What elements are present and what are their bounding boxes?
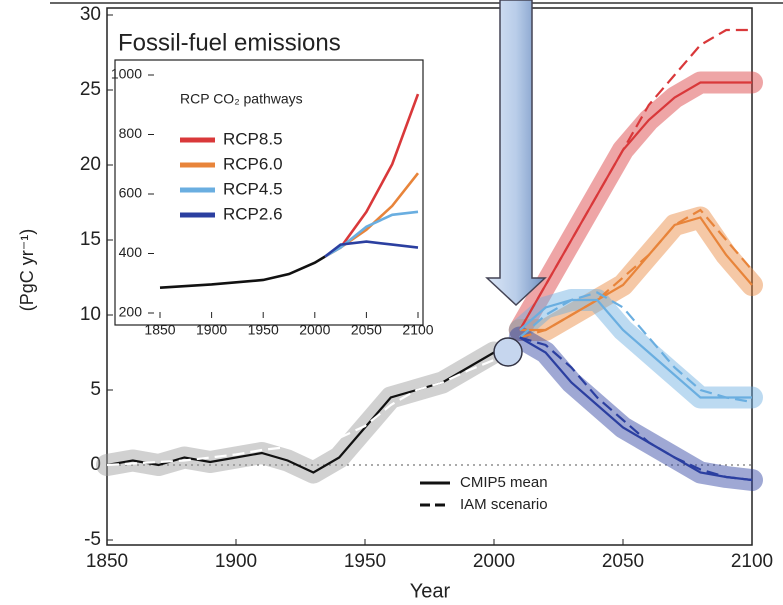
y-axis-label: (PgC yr⁻¹) (17, 229, 37, 312)
legend-label: RCP6.0 (223, 154, 283, 173)
x-tick-label: 2100 (731, 551, 773, 572)
x-tick-label: 1850 (144, 321, 175, 337)
series-line (324, 240, 419, 258)
series-line (519, 298, 752, 399)
y-tick-label: 0 (90, 454, 101, 475)
y-tick-label: 10 (80, 304, 101, 325)
marker-circle (493, 337, 523, 367)
inset-title: RCP CO₂ pathways (180, 91, 303, 107)
y-tick-label: 200 (119, 304, 143, 320)
legend-label: RCP2.6 (223, 204, 283, 223)
legend-label: IAM scenario (460, 496, 548, 513)
chart-title: Fossil-fuel emissions (118, 29, 341, 56)
x-tick-label: 2000 (299, 321, 330, 337)
series-line (519, 336, 753, 482)
x-tick-label: 2050 (602, 551, 644, 572)
series-line (324, 210, 419, 258)
legend-label: CMIP5 mean (460, 474, 548, 491)
spread-band (508, 71, 763, 341)
series-line (519, 336, 753, 482)
x-tick-label: 2050 (351, 321, 382, 337)
series-line (159, 255, 326, 290)
series-line (519, 208, 753, 339)
x-tick-label: 1850 (86, 551, 128, 572)
y-tick-label: 25 (80, 79, 101, 100)
legend-label: RCP4.5 (223, 179, 283, 198)
x-tick-label: 1950 (248, 321, 279, 337)
y-tick-label: 5 (90, 379, 101, 400)
y-tick-label: 400 (119, 244, 143, 260)
plot-frame (106, 7, 753, 546)
y-tick-label: 30 (80, 4, 101, 25)
legend-label: RCP8.5 (223, 129, 283, 148)
y-tick-label: 800 (119, 125, 143, 141)
y-tick-label: 600 (119, 185, 143, 201)
x-tick-label: 2000 (473, 551, 515, 572)
x-tick-label: 1900 (215, 551, 257, 572)
inset-frame (114, 59, 424, 326)
x-tick-label: 2100 (402, 321, 433, 337)
x-tick-label: 1950 (344, 551, 386, 572)
y-tick-label: 1000 (111, 66, 142, 82)
spread-band (96, 341, 505, 484)
x-tick-label: 1900 (196, 321, 227, 337)
series-line (518, 28, 752, 331)
y-tick-label: 15 (80, 229, 101, 250)
pointer-arrow (485, 0, 547, 307)
series-line (106, 358, 495, 467)
inset-plot: 200 400 600 800 1000 1850 1900 1950 2000 2050 2100… (111, 66, 434, 338)
main-plot: -5 0 5 10 15 20 25 30 1850 1900 1950 2000 2050 2100 CM… (80, 4, 773, 572)
spread-band (508, 326, 763, 491)
x-axis-label: Year (410, 580, 451, 602)
y-tick-label: 20 (80, 154, 101, 175)
y-tick-label: -5 (84, 529, 101, 550)
